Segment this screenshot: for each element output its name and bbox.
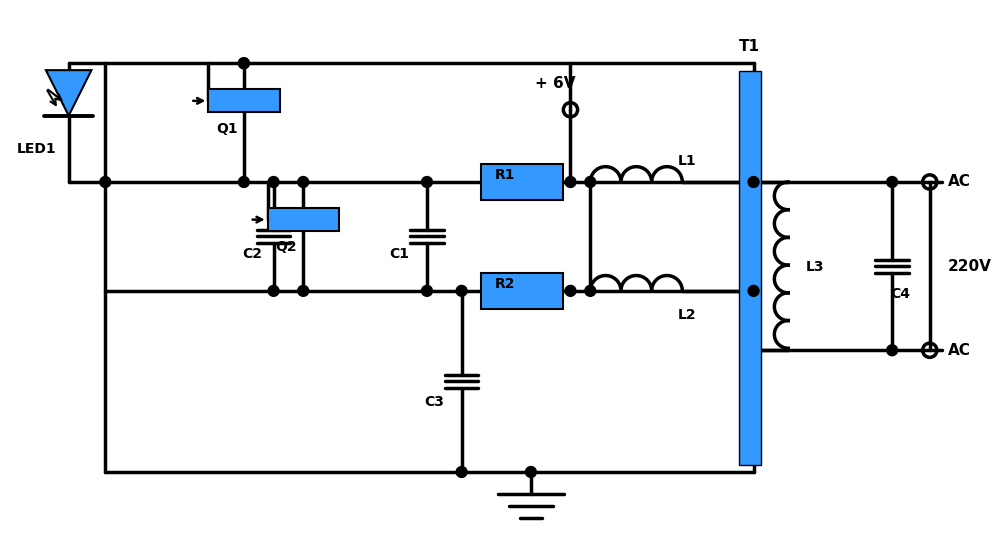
- Text: R1: R1: [494, 168, 515, 182]
- FancyBboxPatch shape: [739, 71, 761, 465]
- Circle shape: [748, 177, 759, 187]
- Circle shape: [565, 285, 576, 296]
- Circle shape: [238, 58, 249, 69]
- Circle shape: [238, 177, 249, 187]
- Circle shape: [268, 285, 279, 296]
- Text: T1: T1: [739, 39, 760, 54]
- Circle shape: [585, 285, 596, 296]
- Text: C1: C1: [389, 247, 409, 261]
- Circle shape: [268, 177, 279, 187]
- Text: L2: L2: [677, 307, 696, 321]
- Text: Q2: Q2: [276, 240, 297, 254]
- Circle shape: [238, 58, 249, 69]
- Circle shape: [748, 285, 759, 296]
- FancyBboxPatch shape: [208, 90, 280, 112]
- Text: LED1: LED1: [17, 142, 57, 156]
- Text: Q1: Q1: [216, 122, 238, 136]
- Circle shape: [298, 285, 309, 296]
- Polygon shape: [46, 70, 91, 116]
- Circle shape: [565, 177, 576, 187]
- Circle shape: [456, 466, 467, 478]
- Circle shape: [298, 177, 309, 187]
- Text: C2: C2: [242, 247, 262, 261]
- Circle shape: [422, 285, 432, 296]
- Text: 220V: 220V: [948, 259, 991, 274]
- Circle shape: [525, 466, 536, 478]
- Text: + 6V: + 6V: [535, 76, 576, 91]
- Text: L1: L1: [677, 154, 696, 168]
- Text: R2: R2: [494, 277, 515, 291]
- Circle shape: [456, 285, 467, 296]
- Text: L3: L3: [806, 260, 825, 274]
- Circle shape: [887, 177, 898, 187]
- FancyBboxPatch shape: [481, 272, 563, 309]
- FancyBboxPatch shape: [481, 163, 563, 200]
- Text: AC: AC: [948, 175, 970, 190]
- Circle shape: [100, 177, 111, 187]
- FancyBboxPatch shape: [268, 208, 339, 231]
- Circle shape: [887, 345, 898, 356]
- Circle shape: [585, 177, 596, 187]
- Text: C4: C4: [890, 287, 910, 301]
- Circle shape: [422, 177, 432, 187]
- Text: AC: AC: [948, 342, 970, 358]
- Text: C3: C3: [424, 395, 444, 409]
